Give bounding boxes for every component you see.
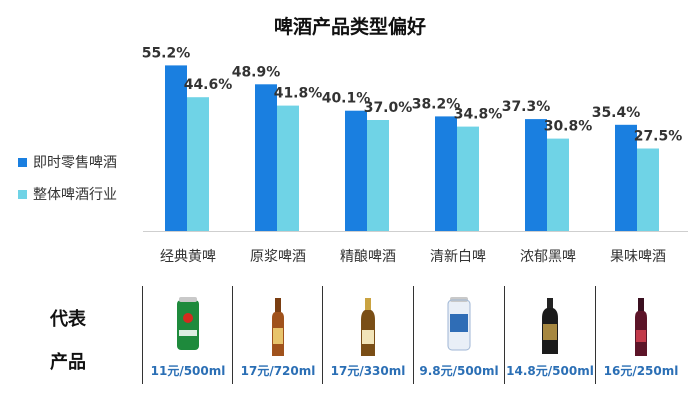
bar-retail-1 [255,84,277,231]
bar-industry-5 [637,148,659,231]
data-label-industry-2: 37.0% [364,100,413,116]
legend-label-industry: 整体啤酒行业 [33,187,117,203]
data-label-industry-4: 30.8% [544,119,593,135]
data-label-retail-5: 35.4% [592,105,641,121]
product-3: 9.8元/500ml [414,292,504,384]
x-tick-label-0: 经典黄啤 [160,248,216,265]
x-tick-label-3: 清新白啤 [430,249,486,265]
product-price-5: 16元/250ml [603,364,679,378]
chart-title: 啤酒产品类型偏好 [273,16,426,38]
legend: 即时零售啤酒 整体啤酒行业 [18,150,117,214]
black-beer-bottle-icon [505,296,595,356]
fruit-beer-bottle-icon [596,296,686,358]
bar-retail-3 [435,116,457,231]
data-label-retail-0: 55.2% [142,45,191,61]
product-divider-2 [322,286,323,384]
product-price-2: 17元/330ml [330,364,406,378]
data-label-retail-4: 37.3% [502,99,551,115]
bar-retail-5 [615,124,637,231]
bar-industry-0 [187,97,209,231]
row-label-product: 产品 [50,352,86,373]
product-5: 16元/250ml [596,292,686,384]
product-divider-0 [142,286,143,384]
product-divider-3 [413,286,414,384]
legend-label-retail: 即时零售啤酒 [33,155,117,171]
x-tick-label-4: 浓郁黑啤 [520,249,576,265]
product-price-3: 9.8元/500ml [419,364,499,378]
amber-beer-bottle-icon [233,296,323,358]
product-divider-1 [232,286,233,384]
bar-industry-2 [367,120,389,231]
data-label-industry-5: 27.5% [634,129,683,145]
row-label-representative: 代表 [50,309,86,330]
bar-retail-2 [345,110,367,231]
product-divider-4 [504,286,505,384]
legend-item-industry: 整体啤酒行业 [18,182,117,206]
data-label-retail-2: 40.1% [322,91,371,107]
craft-beer-bottle-icon [323,296,413,358]
bar-retail-0 [165,65,187,232]
x-tick-label-5: 果味啤酒 [610,249,666,265]
x-tick-label-2: 精酿啤酒 [340,249,396,265]
data-label-retail-3: 38.2% [412,96,461,112]
bar-industry-1 [277,105,299,231]
product-1: 17元/720ml [233,292,323,384]
product-0: 11元/500ml [143,292,233,384]
bar-chart: 55.2% 44.6% 经典黄啤 48.9% 41.8% 原浆啤酒 40.1%37.0% 精酿… [142,45,688,265]
green-beer-can-icon [143,296,233,352]
bar-industry-3 [457,126,479,231]
product-2: 17元/330ml [323,292,413,384]
legend-swatch-industry [18,189,27,199]
data-label-industry-0: 44.6% [184,77,233,93]
legend-item-retail: 即时零售啤酒 [18,150,117,174]
product-divider-5 [595,286,596,384]
white-beer-can-icon [414,296,504,352]
product-price-4: 14.8元/500ml [506,364,594,378]
data-label-industry-3: 34.8% [454,107,503,123]
data-label-retail-1: 48.9% [232,64,281,80]
product-4: 14.8元/500ml [505,292,595,384]
legend-swatch-retail [18,157,27,167]
product-price-1: 17元/720ml [240,364,316,378]
product-price-0: 11元/500ml [150,364,226,378]
bar-industry-4 [547,138,569,231]
x-tick-label-1: 原浆啤酒 [250,249,306,265]
bar-retail-4 [525,119,547,231]
data-label-industry-1: 41.8% [274,86,323,102]
